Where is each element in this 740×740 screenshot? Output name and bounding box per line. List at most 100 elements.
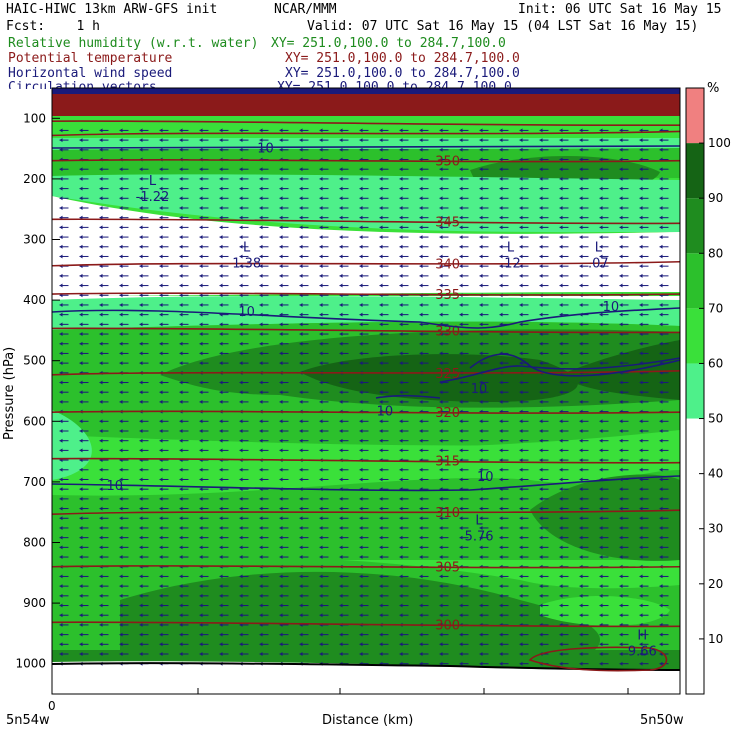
wind-vector-head <box>339 419 343 424</box>
wind-vector-head <box>499 613 503 618</box>
wind-vector-head <box>99 593 103 598</box>
wind-vector-head <box>219 273 223 278</box>
wind-vector-head <box>119 390 123 395</box>
wind-vector-head <box>599 167 603 172</box>
wind-vector-head <box>639 302 643 307</box>
wind-vector-head <box>279 225 283 230</box>
wind-vector-head <box>539 264 543 269</box>
wind-vector-head <box>639 419 643 424</box>
wind-vector-head <box>219 419 223 424</box>
wind-vector-head <box>119 147 123 152</box>
wind-contour-loop-b <box>439 357 680 383</box>
wind-vector-head <box>419 380 423 385</box>
wind-vector-head <box>299 167 303 172</box>
wind-vector-head <box>99 332 103 337</box>
wind-vector-head <box>499 167 503 172</box>
wind-vector-head <box>159 312 163 317</box>
wind-vector-head <box>659 273 663 278</box>
wind-vector-head <box>579 545 583 550</box>
wind-vector-head <box>239 138 243 143</box>
wind-vector-head <box>279 351 283 356</box>
wind-vector-head <box>459 186 463 191</box>
wind-vector-head <box>99 438 103 443</box>
wind-vector-head <box>659 632 663 637</box>
wind-vector-head <box>119 225 123 230</box>
wind-vector-head <box>359 545 363 550</box>
wind-vector-head <box>479 341 483 346</box>
wind-vector-head <box>159 506 163 511</box>
y-tick-label-1000: 1000 <box>15 657 46 671</box>
wind-vector-head <box>539 516 543 521</box>
wind-vector-head <box>79 506 83 511</box>
wind-vector-head <box>559 273 563 278</box>
wind-vector-head <box>619 302 623 307</box>
wind-vector-head <box>199 555 203 560</box>
wind-vector-head <box>359 332 363 337</box>
colorbar-label-10: 10 <box>708 632 723 646</box>
wind-vector-head <box>79 186 83 191</box>
wind-vector-head <box>319 341 323 346</box>
wind-vector-head <box>579 380 583 385</box>
wind-vector-head <box>559 467 563 472</box>
wind-vector-head <box>539 555 543 560</box>
wind-vector-head <box>479 361 483 366</box>
wind-vector-head <box>419 351 423 356</box>
wind-vector-head <box>139 138 143 143</box>
wind-vector-head <box>519 138 523 143</box>
wind-vector-head <box>559 428 563 433</box>
wind-vector-head <box>319 380 323 385</box>
wind-vector-head <box>559 380 563 385</box>
wind-vector-head <box>59 438 63 443</box>
wind-vector-head <box>499 535 503 540</box>
wind-vector-head <box>659 186 663 191</box>
wind-vector-head <box>139 593 143 598</box>
wind-vector-head <box>279 322 283 327</box>
wind-vector-head <box>639 632 643 637</box>
wind-vector-head <box>119 167 123 172</box>
wind-vector-head <box>579 196 583 201</box>
wind-vector-head <box>319 176 323 181</box>
wind-vector-head <box>219 574 223 579</box>
wind-vector-head <box>199 438 203 443</box>
wind-vector-head <box>439 332 443 337</box>
wind-vector-head <box>59 380 63 385</box>
wind-vector-head <box>319 603 323 608</box>
wind-vector-head <box>639 506 643 511</box>
wind-vector-head <box>99 525 103 530</box>
wind-vector-head <box>599 584 603 589</box>
wind-vector-head <box>79 390 83 395</box>
wind-vector-head <box>79 555 83 560</box>
wind-vector-head <box>59 545 63 550</box>
wind-vector-head <box>259 584 263 589</box>
wind-vector-head <box>519 390 523 395</box>
wind-vector-head <box>179 312 183 317</box>
wind-vector-head <box>79 545 83 550</box>
wind-vector-head <box>79 322 83 327</box>
wind-vector-head <box>519 399 523 404</box>
header-line1-mid: NCAR/MMM <box>274 2 337 17</box>
wind-vector-head <box>539 632 543 637</box>
wind-vector-head <box>199 351 203 356</box>
wind-vector-head <box>199 448 203 453</box>
wind-vector-head <box>219 186 223 191</box>
wind-vector-head <box>59 535 63 540</box>
wind-vector-head <box>579 322 583 327</box>
wind-vector-head <box>579 176 583 181</box>
wind-vector-head <box>259 545 263 550</box>
wind-vector-head <box>499 235 503 240</box>
wind-vector-head <box>399 535 403 540</box>
wind-vector-head <box>659 244 663 249</box>
wind-vector-head <box>79 176 83 181</box>
colorbar-swatch-6 <box>686 308 704 364</box>
wind-vector-head <box>219 293 223 298</box>
wind-vector-head <box>299 312 303 317</box>
wind-vector-head <box>399 438 403 443</box>
wind-vector-head <box>619 632 623 637</box>
wind-vector-head <box>519 167 523 172</box>
wind-vector-head <box>59 506 63 511</box>
wind-vector-head <box>499 196 503 201</box>
theta-contour-335 <box>52 292 680 296</box>
wind-vector-head <box>139 506 143 511</box>
wind-vector-head <box>619 341 623 346</box>
